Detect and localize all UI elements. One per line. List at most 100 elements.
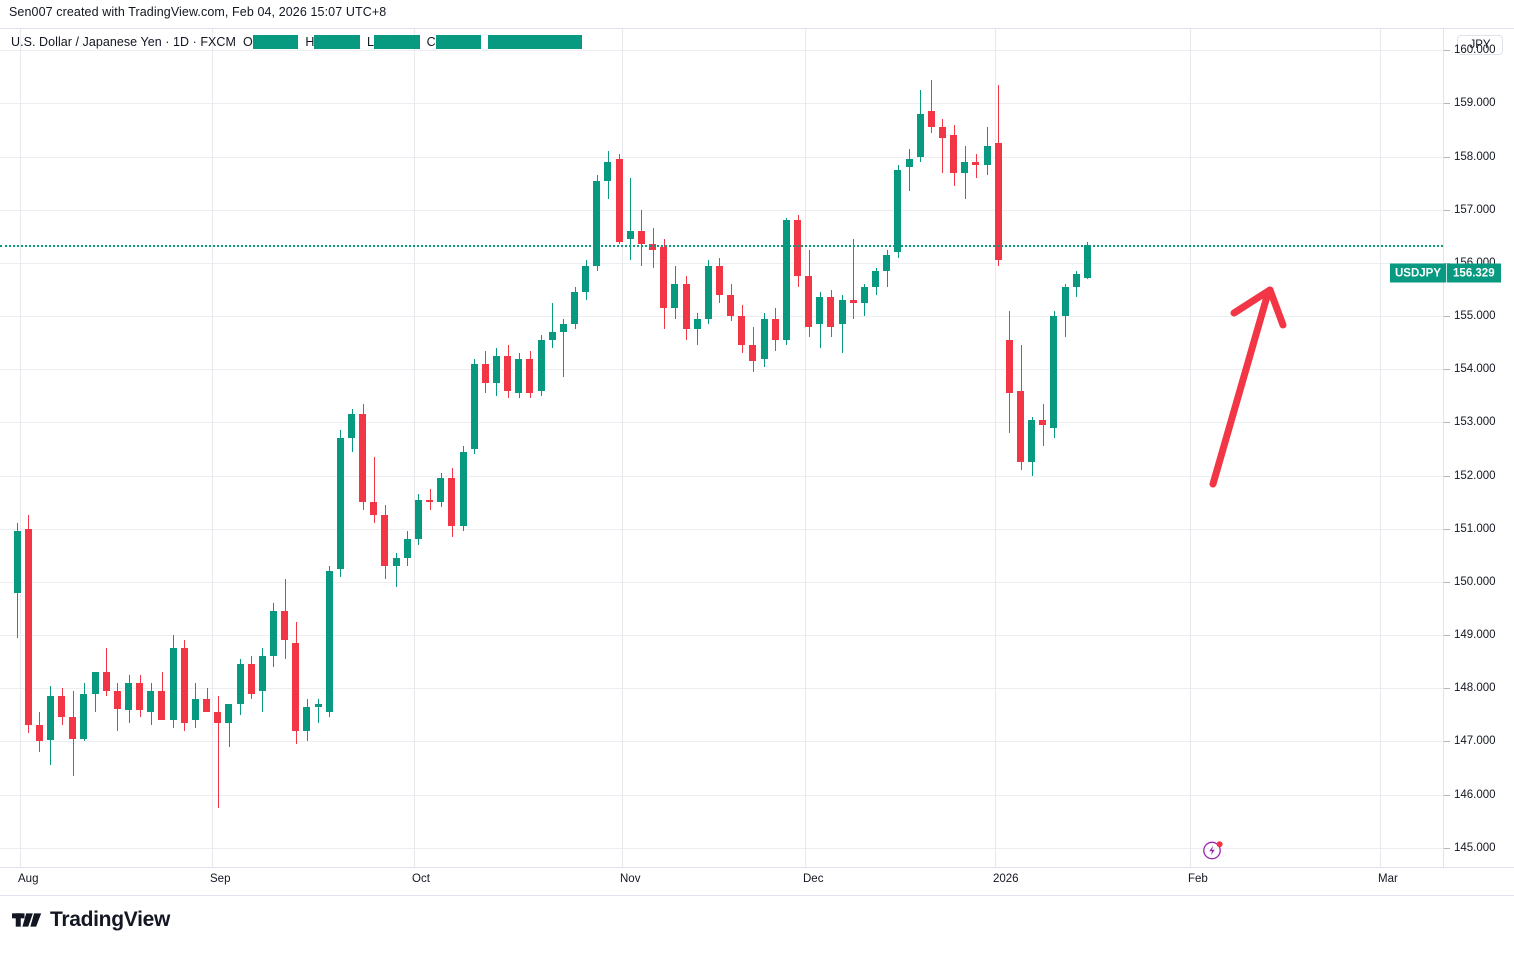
candle-body bbox=[225, 704, 233, 723]
last-price-badge[interactable]: USDJPY 156.329 bbox=[1390, 263, 1501, 283]
candle-body bbox=[470, 363, 478, 449]
legend-close-value: 156.329 bbox=[435, 35, 482, 49]
price-axis-tick: 160.000 bbox=[1454, 44, 1496, 57]
chart-legend[interactable]: U.S. Dollar / Japanese Yen · 1D · FXCM O… bbox=[11, 35, 583, 49]
price-axis-tick: 157.000 bbox=[1454, 203, 1496, 216]
chart-plot[interactable] bbox=[0, 29, 1443, 867]
candle-body bbox=[727, 294, 735, 317]
tradingview-footer[interactable]: TradingView bbox=[12, 908, 170, 932]
candle-wick bbox=[430, 488, 431, 511]
grid-line-horizontal bbox=[0, 635, 1443, 637]
price-axis-tick: 149.000 bbox=[1454, 629, 1496, 642]
time-axis-tick: 2026 bbox=[993, 873, 1019, 885]
grid-line-horizontal bbox=[0, 847, 1443, 849]
legend-exchange[interactable]: FXCM bbox=[200, 35, 236, 49]
candle-body bbox=[972, 161, 980, 165]
candle-body bbox=[437, 478, 445, 503]
candle-body bbox=[794, 220, 801, 277]
candle-body bbox=[91, 672, 99, 694]
price-axis-tick-mark bbox=[1444, 209, 1450, 211]
candle-body bbox=[704, 265, 712, 319]
candle-body bbox=[459, 451, 467, 527]
candle-body bbox=[593, 180, 601, 266]
time-axis-tick: Feb bbox=[1188, 873, 1208, 885]
price-axis-tick: 158.000 bbox=[1454, 150, 1496, 163]
legend-open-value: 155.710 bbox=[252, 35, 299, 49]
candle-body bbox=[626, 231, 634, 239]
candle-body bbox=[336, 438, 344, 569]
candle-wick bbox=[842, 294, 843, 354]
candle-wick bbox=[942, 119, 943, 173]
price-axis-tick-mark bbox=[1444, 103, 1450, 105]
candle-body bbox=[1005, 340, 1013, 394]
candle-wick bbox=[931, 79, 932, 133]
candle-wick bbox=[162, 672, 163, 702]
candle-body bbox=[247, 664, 255, 694]
price-axis-tick-mark bbox=[1444, 316, 1450, 318]
candle-body bbox=[671, 284, 679, 309]
grid-line-vertical bbox=[414, 29, 415, 867]
price-axis-tick-mark bbox=[1444, 635, 1450, 637]
candle-body bbox=[894, 169, 902, 253]
candle-body bbox=[1061, 286, 1069, 317]
currency-unit-label[interactable]: JPY bbox=[1457, 35, 1503, 55]
candle-body bbox=[426, 499, 434, 503]
grid-line-vertical bbox=[1380, 29, 1381, 867]
candle-body bbox=[860, 286, 868, 303]
candle-body bbox=[125, 682, 132, 710]
candle-body bbox=[303, 706, 311, 731]
price-axis-tick: 159.000 bbox=[1454, 97, 1496, 110]
price-axis-tick-mark bbox=[1444, 847, 1450, 849]
candle-body bbox=[805, 276, 813, 327]
candle-body bbox=[849, 300, 857, 303]
candle-wick bbox=[552, 302, 553, 348]
legend-interval[interactable]: 1D bbox=[172, 35, 190, 49]
price-axis-tick-mark bbox=[1444, 156, 1450, 158]
candle-body bbox=[537, 340, 545, 391]
grid-line-horizontal bbox=[0, 50, 1443, 52]
chart-area[interactable]: JPY 160.000 159.000 158.000 157.000 156.000 1… bbox=[0, 28, 1514, 868]
grid-line-vertical bbox=[805, 29, 806, 867]
candle-body bbox=[35, 725, 43, 742]
candle-body bbox=[738, 316, 746, 346]
candle-wick bbox=[965, 145, 966, 200]
legend-low-label: L bbox=[367, 35, 375, 49]
candle-body bbox=[983, 145, 991, 165]
grid-line-horizontal bbox=[0, 369, 1443, 371]
candle-body bbox=[69, 717, 77, 739]
candle-body bbox=[236, 664, 244, 705]
price-axis-tick: 151.000 bbox=[1454, 522, 1496, 535]
candle-body bbox=[448, 478, 456, 527]
price-axis[interactable]: JPY 160.000 159.000 158.000 157.000 156.000 1… bbox=[1443, 29, 1514, 867]
candle-body bbox=[1039, 419, 1047, 426]
price-axis-tick: 146.000 bbox=[1454, 788, 1496, 801]
candle-body bbox=[325, 571, 333, 713]
candle-wick bbox=[853, 239, 854, 319]
candle-body bbox=[158, 690, 166, 721]
candle-body bbox=[403, 539, 411, 558]
candle-body bbox=[693, 318, 701, 330]
candle-body bbox=[749, 345, 757, 362]
earnings-lightning-icon[interactable] bbox=[1202, 839, 1224, 861]
candle-body bbox=[203, 698, 211, 713]
price-axis-tick-mark bbox=[1444, 369, 1450, 371]
legend-change: +0.619 (+0.40%) bbox=[488, 35, 583, 49]
grid-line-horizontal bbox=[0, 103, 1443, 105]
candle-body bbox=[782, 220, 790, 340]
candle-body bbox=[359, 414, 367, 503]
candle-body bbox=[214, 712, 222, 723]
candle-body bbox=[24, 528, 32, 726]
tradingview-logo-icon bbox=[12, 913, 42, 927]
price-axis-tick-mark bbox=[1444, 475, 1450, 477]
legend-symbol-name[interactable]: U.S. Dollar / Japanese Yen bbox=[11, 35, 162, 49]
candle-body bbox=[102, 672, 110, 691]
candle-body bbox=[58, 696, 66, 718]
price-axis-tick: 153.000 bbox=[1454, 416, 1496, 429]
candle-body bbox=[258, 656, 266, 691]
grid-line-vertical bbox=[995, 29, 996, 867]
time-axis[interactable]: Aug Sep Oct Nov Dec 2026 Feb Mar bbox=[0, 868, 1514, 896]
candle-body bbox=[571, 292, 578, 325]
time-axis-tick: Oct bbox=[412, 873, 430, 885]
price-axis-tick: 154.000 bbox=[1454, 363, 1496, 376]
